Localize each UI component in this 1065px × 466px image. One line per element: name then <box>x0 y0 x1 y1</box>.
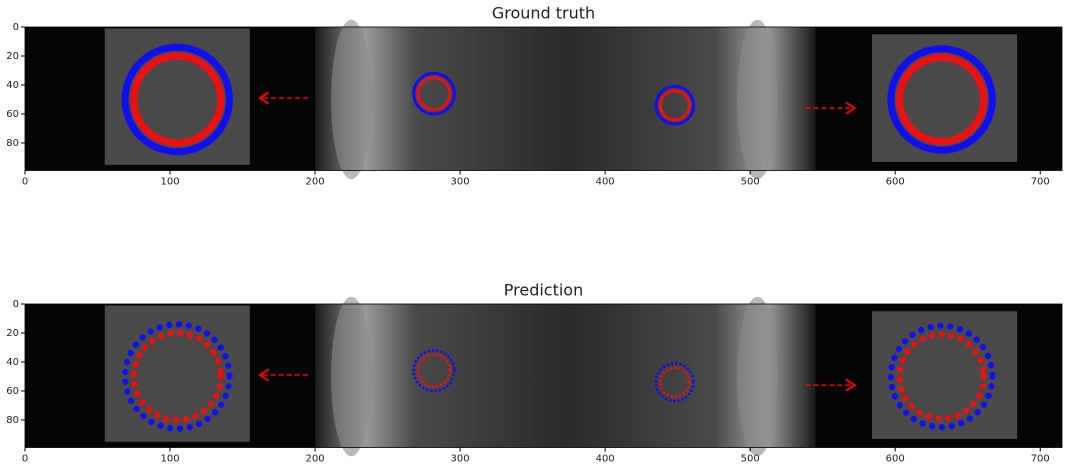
y-tick-label: 0 <box>13 22 19 33</box>
x-tick-label: 600 <box>886 177 905 188</box>
y-tick-label: 60 <box>6 109 19 120</box>
x-tick-label: 100 <box>160 177 179 188</box>
x-tick-label: 300 <box>451 454 470 465</box>
y-tick-label: 60 <box>6 386 19 397</box>
x-tick-label: 700 <box>1031 177 1050 188</box>
x-tick-label: 600 <box>886 454 905 465</box>
y-tick-label: 0 <box>13 299 19 310</box>
y-tick-label: 20 <box>6 328 19 339</box>
x-tick-label: 100 <box>160 454 179 465</box>
figure: Ground truth0100200300400500600700020406… <box>0 0 1065 466</box>
chart-title: Ground truth <box>492 4 595 23</box>
x-tick-label: 500 <box>741 177 760 188</box>
tissue <box>331 297 372 457</box>
chart-title: Prediction <box>504 281 583 300</box>
image <box>25 297 1062 457</box>
y-tick-label: 40 <box>6 80 19 91</box>
x-tick-label: 500 <box>741 454 760 465</box>
y-tick-label: 40 <box>6 357 19 368</box>
image <box>25 20 1062 180</box>
x-tick-label: 400 <box>596 454 615 465</box>
x-tick-label: 200 <box>306 454 325 465</box>
tissue <box>737 297 778 457</box>
y-tick-label: 80 <box>6 415 19 426</box>
tissue <box>331 20 372 180</box>
tissue <box>737 20 778 180</box>
x-tick-label: 700 <box>1031 454 1050 465</box>
x-tick-label: 400 <box>596 177 615 188</box>
x-tick-label: 300 <box>451 177 470 188</box>
x-tick-label: 0 <box>22 177 28 188</box>
y-tick-label: 80 <box>6 138 19 149</box>
x-tick-label: 200 <box>306 177 325 188</box>
x-tick-label: 0 <box>22 454 28 465</box>
y-tick-label: 20 <box>6 51 19 62</box>
